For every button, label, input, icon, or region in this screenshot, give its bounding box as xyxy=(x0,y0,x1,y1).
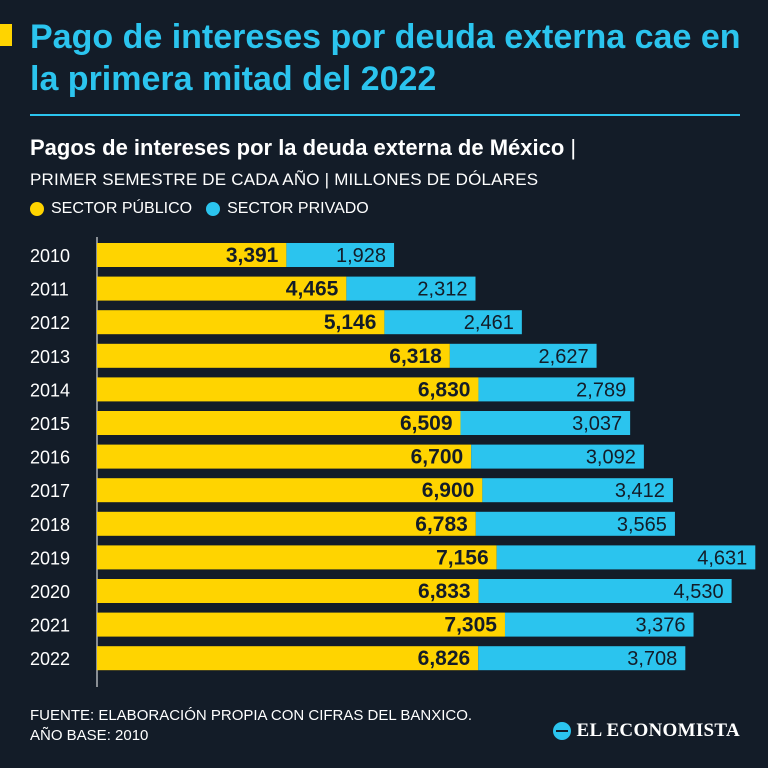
bar-private xyxy=(504,612,694,637)
year-label: 2022 xyxy=(30,649,70,669)
legend-item-public: SECTOR PÚBLICO xyxy=(30,200,192,218)
year-label: 2013 xyxy=(30,347,70,367)
legend-dot-public xyxy=(30,202,44,216)
value-label-private: 3,412 xyxy=(615,480,665,502)
bar-private xyxy=(496,545,756,570)
value-label-private: 4,530 xyxy=(674,581,724,603)
bar-public xyxy=(97,646,479,671)
source-note: FUENTE: ELABORACIÓN PROPIA CON CIFRAS DE… xyxy=(30,707,473,724)
value-label-private: 3,037 xyxy=(572,413,622,435)
bar-private xyxy=(482,478,673,503)
value-label-public: 6,833 xyxy=(418,580,471,603)
bar-private xyxy=(471,444,644,469)
chart-subtitle-text: Pagos de intereses por la deuda externa … xyxy=(30,135,565,160)
value-label-private: 2,461 xyxy=(464,312,514,334)
bar-chart: 2010 3,391 1,928 2011 4,465 2,312 2012 5,146 2,4… xyxy=(30,237,756,687)
bar-public xyxy=(97,411,461,435)
value-label-private: 3,565 xyxy=(617,514,667,536)
year-label: 2019 xyxy=(30,548,70,568)
bar-private xyxy=(346,276,476,301)
bar-public xyxy=(97,310,385,335)
bar-public xyxy=(97,276,347,301)
legend-label-private: SECTOR PRIVADO xyxy=(227,200,369,217)
base-year-note: AÑO BASE: 2010 xyxy=(30,727,149,744)
bar-public xyxy=(97,478,483,503)
year-label: 2020 xyxy=(30,582,70,602)
year-label: 2011 xyxy=(30,280,69,300)
bar-private xyxy=(460,411,631,435)
bar-public xyxy=(97,545,497,570)
value-label-public: 6,830 xyxy=(418,378,471,401)
year-label: 2014 xyxy=(30,380,70,400)
value-label-private: 2,627 xyxy=(539,346,589,368)
chart-subtitle: Pagos de intereses por la deuda externa … xyxy=(30,135,576,161)
accent-bar xyxy=(0,24,12,46)
value-label-private: 2,789 xyxy=(576,379,626,401)
subtitle-separator: | xyxy=(570,135,577,160)
value-label-private: 3,708 xyxy=(627,648,677,670)
year-label: 2015 xyxy=(30,414,70,434)
units-note: PRIMER SEMESTRE DE CADA AÑO | MILLONES D… xyxy=(30,170,539,189)
year-label: 2017 xyxy=(30,481,70,501)
value-label-public: 6,900 xyxy=(422,479,475,502)
value-label-public: 6,783 xyxy=(415,513,468,536)
legend-dot-private xyxy=(206,202,221,216)
bar-private xyxy=(478,579,732,603)
value-label-private: 1,928 xyxy=(336,245,386,267)
legend: SECTOR PÚBLICO SECTOR PRIVADO xyxy=(30,200,383,218)
value-label-private: 2,312 xyxy=(417,279,467,301)
bar-public xyxy=(97,243,287,267)
brand: EL ECONOMISTA xyxy=(552,720,741,742)
legend-item-private: SECTOR PRIVADO xyxy=(206,200,369,218)
brand-logo-icon xyxy=(552,722,571,740)
year-label: 2018 xyxy=(30,515,70,535)
value-label-public: 6,826 xyxy=(418,647,471,670)
value-label-private: 3,376 xyxy=(635,615,685,637)
value-label-public: 7,305 xyxy=(444,614,497,637)
bar-private xyxy=(286,243,395,267)
headline: Pago de intereses por deuda externa cae … xyxy=(30,18,741,98)
bar-public xyxy=(97,579,479,603)
brand-name: EL ECONOMISTA xyxy=(576,720,740,741)
bar-public xyxy=(97,343,450,368)
bar-public xyxy=(97,511,476,536)
bar-private xyxy=(384,310,522,335)
bar-private xyxy=(478,646,686,671)
year-label: 2012 xyxy=(30,313,70,333)
value-label-private: 3,092 xyxy=(586,447,636,469)
bar-private xyxy=(449,343,597,368)
bar-public xyxy=(97,444,472,469)
legend-label-public: SECTOR PÚBLICO xyxy=(51,200,193,217)
value-label-public: 6,700 xyxy=(411,446,464,469)
bar-private xyxy=(475,511,675,536)
bar-public xyxy=(97,612,505,637)
value-label-public: 4,465 xyxy=(286,278,339,301)
year-label: 2010 xyxy=(30,246,70,266)
value-label-public: 6,509 xyxy=(400,412,453,435)
value-label-public: 3,391 xyxy=(226,244,279,267)
title-divider xyxy=(30,114,740,116)
bar-private xyxy=(478,377,635,402)
footer: FUENTE: ELABORACIÓN PROPIA CON CIFRAS DE… xyxy=(30,706,472,746)
year-label: 2021 xyxy=(30,616,70,636)
value-label-public: 5,146 xyxy=(324,311,377,334)
value-label-public: 6,318 xyxy=(389,345,442,368)
year-label: 2016 xyxy=(30,448,70,468)
value-label-public: 7,156 xyxy=(436,546,489,569)
value-label-private: 4,631 xyxy=(697,547,747,569)
bar-public xyxy=(97,377,479,402)
